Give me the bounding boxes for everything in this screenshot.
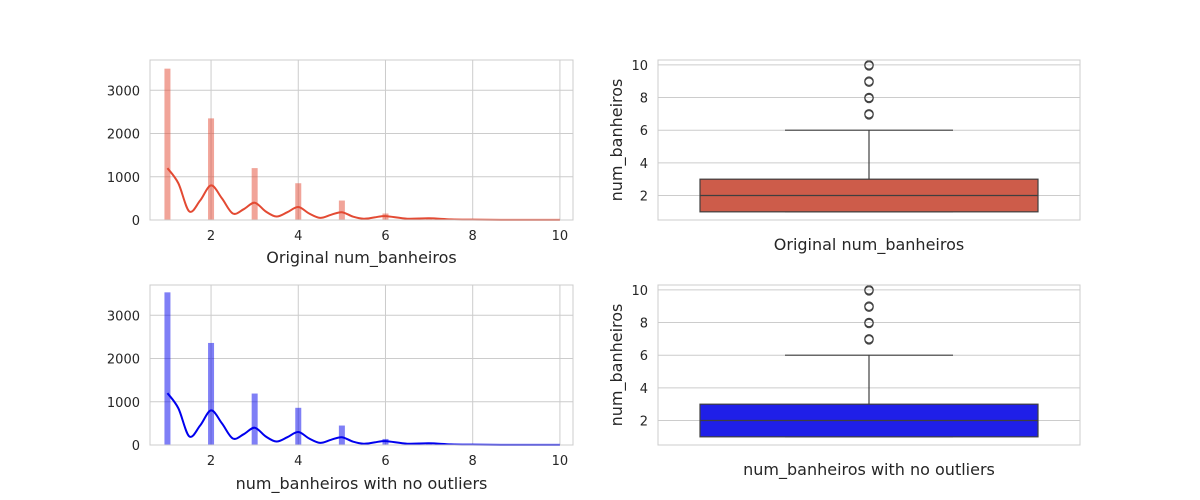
boxplot-panel: 2 4 6 8 10 num_banheiros num_banheiros with no… — [607, 284, 1081, 480]
outlier-point — [864, 61, 874, 71]
histogram-bar — [426, 443, 433, 445]
outlier-point — [864, 77, 874, 87]
y-axis-label: num_banheiros — [607, 79, 627, 202]
y-tick-label: 1000 — [107, 171, 140, 186]
y-tick-label: 1000 — [107, 396, 140, 411]
histogram-bar — [208, 118, 215, 220]
x-tick-label: 4 — [294, 229, 302, 244]
y-tick-label: 0 — [132, 439, 140, 454]
histogram-bar — [208, 342, 215, 445]
x-axis-label: num_banheiros with no outliers — [743, 460, 995, 480]
axes-frame — [657, 284, 1081, 446]
y-tick-label: 8 — [640, 92, 648, 107]
x-tick-label: 6 — [381, 454, 389, 469]
x-axis-label: Original num_banheiros — [774, 235, 964, 255]
histogram-bar — [338, 200, 345, 220]
y-tick-label: 2 — [640, 190, 648, 205]
histogram-bar — [295, 407, 302, 445]
x-axis-label: num_banheiros with no outliers — [236, 474, 488, 494]
y-tick-label: 6 — [640, 124, 648, 139]
axes-frame — [657, 59, 1081, 221]
outlier-point — [864, 286, 874, 296]
histogram-bar — [338, 425, 345, 445]
y-tick-label: 10 — [631, 59, 648, 74]
x-tick-label: 8 — [469, 454, 477, 469]
y-axis-label: num_banheiros — [607, 304, 627, 427]
x-tick-label: 10 — [552, 454, 569, 469]
y-tick-label: 3000 — [107, 84, 140, 99]
histogram-bar — [251, 393, 258, 445]
histogram-bar — [251, 168, 258, 220]
histogram-panel: 2 4 6 8 10 0 1000 2000 3000 num_banheiros with no… — [107, 284, 574, 494]
histogram-bar — [164, 68, 171, 220]
axes-frame — [149, 59, 574, 221]
outlier-point — [864, 318, 874, 329]
kde-line — [166, 392, 560, 446]
histogram-bar — [426, 218, 433, 220]
y-tick-label: 10 — [631, 284, 648, 299]
histogram-panel: 2 4 6 8 10 0 1000 2000 3000 Original num_banheiro… — [107, 59, 574, 268]
histogram-bar — [295, 183, 302, 220]
outlier-point — [864, 93, 874, 104]
histogram-bar — [164, 292, 171, 445]
y-tick-label: 4 — [640, 157, 648, 172]
kde-line — [166, 167, 560, 221]
boxplot-panel: 2 4 6 8 10 num_banheiros Original num_banheiro… — [607, 59, 1081, 255]
y-tick-label: 3000 — [107, 309, 140, 324]
y-tick-label: 2000 — [107, 353, 140, 368]
x-tick-label: 8 — [469, 229, 477, 244]
outlier-point — [864, 110, 874, 120]
outlier-point — [864, 335, 874, 345]
x-tick-label: 10 — [552, 229, 569, 244]
y-tick-label: 4 — [640, 382, 648, 397]
y-tick-label: 8 — [640, 317, 648, 332]
x-tick-label: 4 — [294, 454, 302, 469]
y-tick-label: 6 — [640, 349, 648, 364]
outlier-point — [864, 302, 874, 312]
y-tick-label: 2 — [640, 415, 648, 430]
axes-frame — [149, 284, 574, 446]
x-tick-label: 6 — [381, 229, 389, 244]
x-axis-label: Original num_banheiros — [266, 248, 456, 268]
x-tick-label: 2 — [207, 454, 215, 469]
x-tick-label: 2 — [207, 229, 215, 244]
y-tick-label: 2000 — [107, 128, 140, 143]
y-tick-label: 0 — [132, 214, 140, 229]
